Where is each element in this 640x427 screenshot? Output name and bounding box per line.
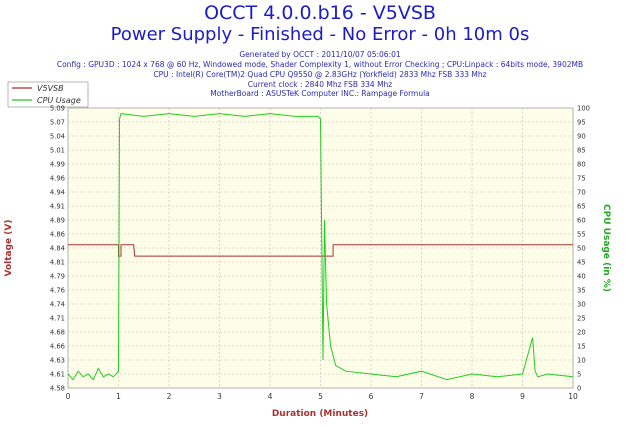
y-tick-label: 4.91 — [50, 203, 65, 211]
x-tick-label: 6 — [369, 392, 374, 401]
y2-tick-label: 60 — [577, 217, 586, 225]
y-tick-label: 4.76 — [50, 287, 65, 295]
y-tick-label: 4.66 — [50, 343, 65, 351]
y2-tick-label: 50 — [577, 245, 586, 253]
clock-info: Current clock : 2840 Mhz FSB 334 Mhz — [247, 80, 393, 89]
y-tick-label: 4.63 — [50, 357, 65, 365]
cpu-info: CPU : Intel(R) Core(TM)2 Quad CPU Q9550 … — [153, 70, 487, 79]
y-tick-label: 4.94 — [50, 189, 65, 197]
x-tick-label: 1 — [116, 392, 121, 401]
y2-tick-label: 90 — [577, 133, 586, 141]
y2-tick-label: 75 — [577, 175, 586, 183]
y-tick-label: 4.68 — [50, 329, 65, 337]
y-tick-label: 5.01 — [50, 147, 65, 155]
y-tick-label: 4.81 — [50, 259, 65, 267]
y-tick-label: 4.58 — [50, 385, 65, 393]
y2-tick-label: 45 — [577, 259, 586, 267]
motherboard-info: MotherBoard : ASUSTeK Computer INC.: Ram… — [210, 89, 430, 98]
y2-tick-label: 70 — [577, 189, 586, 197]
y-tick-label: 4.84 — [50, 245, 65, 253]
y-tick-label: 4.79 — [50, 273, 65, 281]
chart-title: OCCT 4.0.0.b16 - V5VSB — [204, 2, 436, 24]
x-tick-label: 8 — [470, 392, 475, 401]
y-tick-label: 5.04 — [50, 133, 65, 141]
y2-tick-label: 0 — [577, 385, 581, 393]
legend-label-cpu-usage: CPU Usage — [37, 96, 81, 105]
y2-tick-label: 5 — [577, 371, 581, 379]
y2-tick-label: 25 — [577, 315, 586, 323]
y2-tick-label: 40 — [577, 273, 586, 281]
y-tick-label: 5.09 — [50, 105, 65, 113]
y-tick-label: 4.86 — [50, 231, 65, 239]
chart-subtitle: Power Supply - Finished - No Error - 0h … — [110, 24, 530, 45]
y2-tick-label: 65 — [577, 203, 586, 211]
x-tick-label: 4 — [268, 392, 273, 401]
y2-tick-label: 85 — [577, 147, 586, 155]
y2-tick-label: 100 — [577, 105, 590, 113]
config-info: Config : GPU3D : 1024 x 768 @ 60 Hz, Win… — [56, 60, 584, 69]
y2-tick-label: 20 — [577, 329, 586, 337]
y-axis-label: Voltage (V) — [4, 220, 14, 277]
x-tick-label: 10 — [568, 392, 578, 401]
y-tick-label: 4.74 — [50, 301, 65, 309]
x-axis-label: Duration (Minutes) — [272, 409, 368, 419]
y2-tick-label: 95 — [577, 119, 586, 127]
y2-tick-label: 55 — [577, 231, 586, 239]
y-tick-label: 4.96 — [50, 175, 65, 183]
y2-tick-label: 30 — [577, 301, 586, 309]
y-tick-label: 5.07 — [50, 119, 65, 127]
x-tick-label: 9 — [520, 392, 525, 401]
x-tick-label: 0 — [66, 392, 71, 401]
y2-tick-label: 10 — [577, 357, 586, 365]
y-tick-label: 4.99 — [50, 161, 65, 169]
y2-tick-label: 15 — [577, 343, 586, 351]
y-tick-label: 4.71 — [50, 315, 65, 323]
y2-tick-label: 80 — [577, 161, 586, 169]
generated-info: Generated by OCCT : 2011/10/07 05:06:01 — [239, 50, 401, 59]
series-line-cpu-usage — [67, 113, 574, 381]
x-tick-label: 3 — [217, 392, 222, 401]
y2-axis-label: CPU Usage (in %) — [601, 204, 611, 292]
y-tick-label: 4.61 — [50, 371, 65, 379]
legend-label-v5vsb: V5VSB — [37, 84, 64, 93]
x-tick-label: 2 — [167, 392, 172, 401]
legend: V5VSB CPU Usage — [7, 81, 89, 108]
x-tick-label: 5 — [318, 392, 323, 401]
y-tick-label: 4.89 — [50, 217, 65, 225]
y2-tick-label: 35 — [577, 287, 586, 295]
x-tick-label: 7 — [419, 392, 424, 401]
